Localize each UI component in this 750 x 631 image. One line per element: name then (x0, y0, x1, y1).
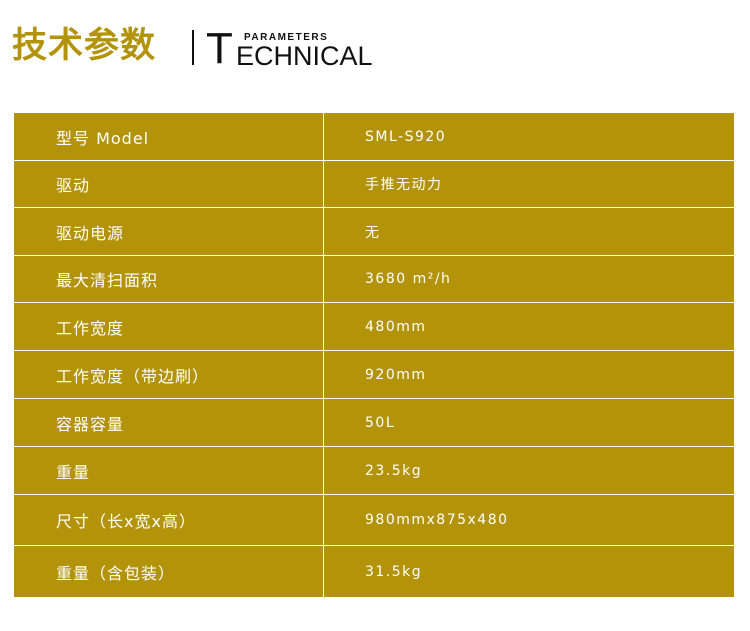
spec-label: 工作宽度 (14, 302, 323, 350)
spec-value: 50L (324, 398, 734, 446)
spec-label: 驱动 (14, 160, 323, 207)
title-english: ECHNICAL (236, 41, 373, 71)
column-divider (323, 255, 324, 302)
spec-label: 工作宽度（带边刷） (14, 350, 323, 398)
spec-value: 手推无动力 (324, 160, 734, 207)
title-chinese: 技术参数 (12, 26, 157, 66)
column-divider (323, 446, 324, 494)
spec-label: 驱动电源 (14, 207, 323, 255)
spec-label: 重量 (14, 446, 323, 494)
spec-label: 尺寸（长x宽x高） (14, 494, 323, 545)
spec-label: 重量（含包装） (14, 545, 323, 597)
spec-label: 型号 Model (56, 128, 150, 148)
spec-label: 容器容量 (14, 398, 323, 446)
spec-value: 无 (324, 207, 734, 255)
spec-value: 980mmx875x480 (324, 494, 734, 545)
column-divider (323, 494, 324, 545)
spec-label: 最大清扫面积 (14, 255, 323, 302)
spec-value: SML-S920 (365, 128, 447, 145)
column-divider (323, 113, 324, 160)
title-english-subtitle: PARAMETERS (244, 32, 329, 43)
column-divider (323, 207, 324, 255)
title-divider (192, 30, 194, 65)
column-divider (323, 302, 324, 350)
spec-value: 23.5kg (324, 446, 734, 494)
column-divider (323, 350, 324, 398)
title-english-initial: T (206, 24, 233, 73)
column-divider (323, 160, 324, 207)
spec-value: 480mm (324, 302, 734, 350)
spec-value: 3680 m²/h (324, 255, 734, 302)
spec-value: 920mm (324, 350, 734, 398)
spec-table: 型号 Model SML-S920 驱动 手推无动力 驱动电源无最大清扫面积 3680 m… (14, 113, 734, 597)
column-divider (323, 545, 324, 597)
column-divider (323, 398, 324, 446)
spec-value: 31.5kg (324, 545, 734, 597)
